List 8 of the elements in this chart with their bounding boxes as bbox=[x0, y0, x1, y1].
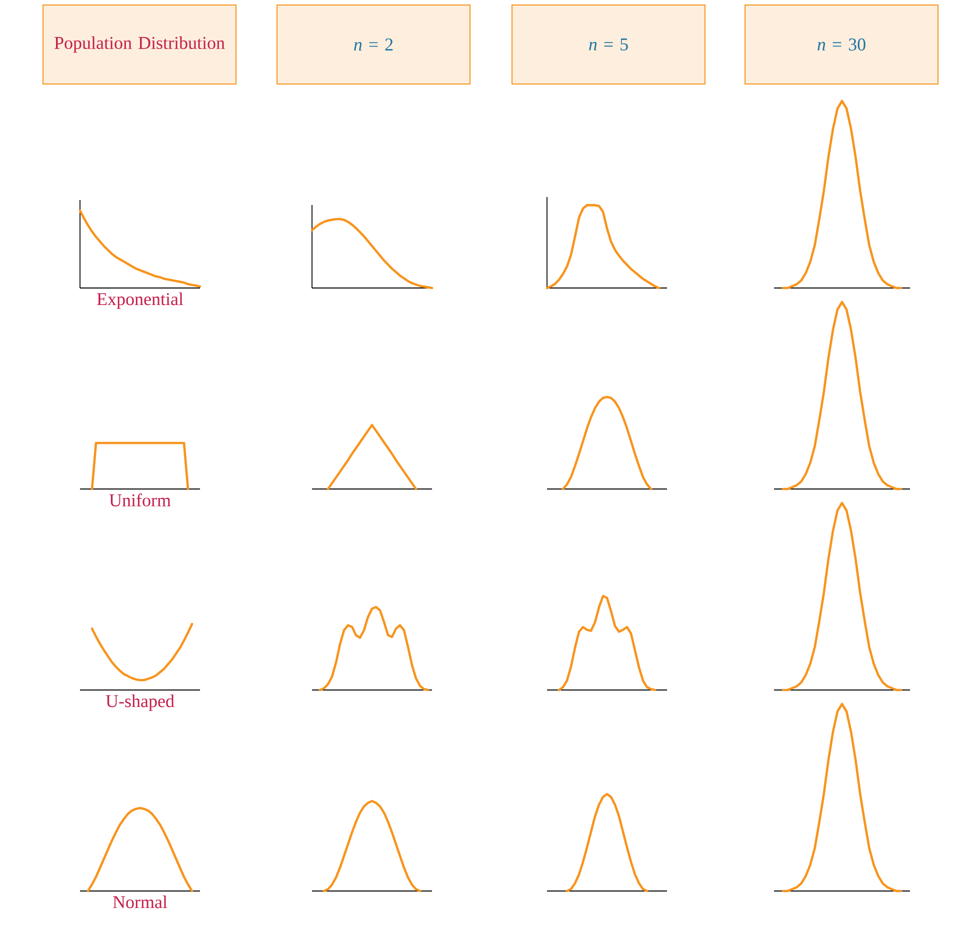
chart-title: n = 2 bbox=[354, 38, 393, 50]
x-axis-title: Exponential bbox=[97, 292, 184, 309]
x-axis-title: U-shaped bbox=[106, 694, 174, 711]
chart-title: Population Distribution bbox=[54, 36, 225, 53]
chart-title: n = 5 bbox=[589, 38, 628, 50]
chart-title: n = 30 bbox=[818, 38, 866, 51]
x-axis-title: Uniform bbox=[109, 494, 171, 506]
x-axis-title: Normal bbox=[113, 896, 168, 908]
